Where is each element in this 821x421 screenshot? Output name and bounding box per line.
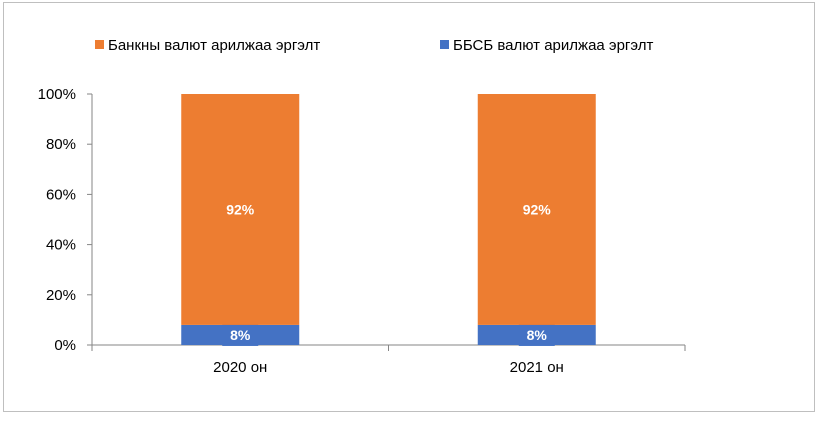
data-label-box — [222, 321, 259, 346]
x-tick-label: 2020 он — [213, 359, 267, 376]
y-tick-label: 100% — [38, 86, 76, 103]
y-tick-label: 40% — [46, 237, 76, 254]
legend-swatch — [95, 40, 104, 49]
y-tick-label: 60% — [46, 186, 76, 203]
y-tick-label: 0% — [54, 337, 76, 354]
data-label: 92% — [523, 201, 552, 217]
data-label: 8% — [527, 327, 548, 343]
bar-segment — [181, 94, 300, 325]
y-tick-label: 20% — [46, 287, 76, 304]
x-tick-label: 2021 он — [510, 359, 564, 376]
legend-swatch — [440, 40, 449, 49]
legend-label: ББСБ валют арилжаа эргэлт — [453, 37, 653, 54]
data-label-box — [518, 321, 555, 346]
y-tick-label: 80% — [46, 136, 76, 153]
bar-segment — [477, 94, 596, 325]
chart-frame — [3, 2, 815, 412]
data-label: 92% — [226, 201, 255, 217]
data-label: 8% — [230, 327, 251, 343]
legend-label: Банкны валют арилжаа эргэлт — [108, 37, 320, 54]
